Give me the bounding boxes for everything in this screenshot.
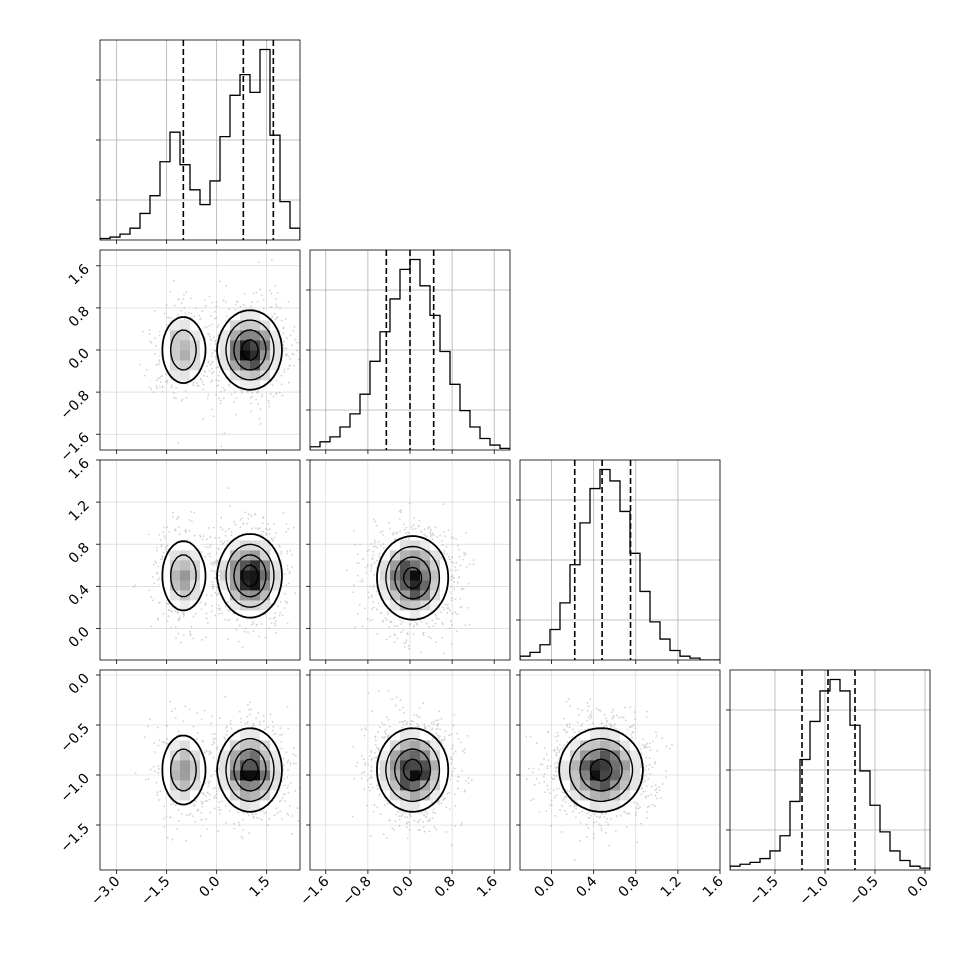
x-tick-label-p3: −1.5 [746,874,781,909]
axes-frame [519,669,721,871]
contour-level-0 [161,309,283,391]
contour-level-2 [394,556,432,600]
y-tick-label-p1: 0.0 [66,346,93,373]
histogram-p0 [100,48,300,240]
x-tick-label-p2: 0.4 [573,873,600,900]
x-tick-label-p0: 1.5 [246,874,273,901]
y-tick-label-p3: −1.0 [57,771,92,806]
x-tick-label-p2: 1.2 [658,874,685,901]
density-panel-p2-p3 [516,669,721,874]
x-tick-label-p0: 0.0 [196,874,223,901]
contour-level-0 [376,727,450,813]
hist-panel-p3 [726,669,931,874]
contour-level-2 [394,748,432,792]
y-tick-label-p2: 0.0 [66,624,93,651]
x-tick-label-p2: 0.0 [531,874,558,901]
x-tick-label-p0: −3.0 [88,874,123,909]
contour-level-2 [233,748,267,792]
contour-level-1 [385,545,441,610]
histogram-p2 [520,468,720,660]
y-tick-label-p2: 0.4 [66,582,93,609]
hist-panel-p2 [516,459,721,664]
contour-level-2 [233,329,267,371]
contour-level-2 [233,554,267,598]
x-tick-label-p3: 0.0 [905,874,932,901]
density-panel-p0-p3 [96,669,301,874]
contour-level-3 [402,758,423,782]
density-panel-p0-p1 [96,249,301,454]
contour-level-0 [161,533,283,619]
contour-level-0 [558,727,644,813]
contour-level-1 [170,543,275,608]
x-tick-label-p2: 0.8 [616,874,643,901]
y-tick-label-p3: 0.0 [66,671,93,698]
contour-level-2 [579,748,623,792]
y-tick-label-p1: 1.6 [66,261,93,288]
y-tick-label-p3: −0.5 [57,721,92,756]
contour-level-1 [170,319,275,381]
x-tick-label-p3: −1.0 [796,874,831,909]
x-tick-label-p2: 1.6 [700,873,727,900]
contour-level-0 [161,727,283,813]
x-tick-label-p1: −1.6 [297,873,332,908]
density-panel-p1-p3 [306,669,511,874]
contour-level-3 [402,566,423,590]
contour-level-3 [589,758,613,782]
x-tick-label-p0: −1.5 [138,874,173,909]
contour-level-1 [170,737,275,803]
x-tick-label-p1: 0.0 [390,874,417,901]
density-cells [560,730,641,811]
density-panel-p1-p2 [306,459,511,664]
x-tick-label-p1: −0.8 [339,874,374,909]
hist-panel-p1 [306,249,511,454]
contour-level-3 [241,758,259,782]
y-tick-label-p1: −1.6 [57,430,92,465]
x-tick-label-p1: 0.8 [432,874,459,901]
y-tick-label-p2: 1.2 [66,498,93,525]
contour-level-3 [241,564,259,588]
contour-level-0 [376,535,450,621]
contour-level-3 [241,339,259,361]
y-tick-label-p3: −1.5 [57,821,92,856]
contour-level-1 [385,737,441,803]
x-tick-label-p1: 1.6 [474,873,501,900]
y-tick-label-p1: 0.8 [66,303,93,330]
density-cells [160,310,281,391]
density-cells [160,730,281,811]
x-tick-label-p3: −0.5 [846,874,881,909]
density-panel-p0-p2 [96,459,301,664]
y-tick-label-p2: 0.8 [66,540,93,567]
contour-level-1 [569,737,634,803]
axes-frame [99,459,301,661]
y-tick-label-p1: −0.8 [57,388,92,423]
hist-panel-p0 [96,39,301,244]
axes-frame [99,669,301,871]
histogram-p3 [730,678,930,870]
